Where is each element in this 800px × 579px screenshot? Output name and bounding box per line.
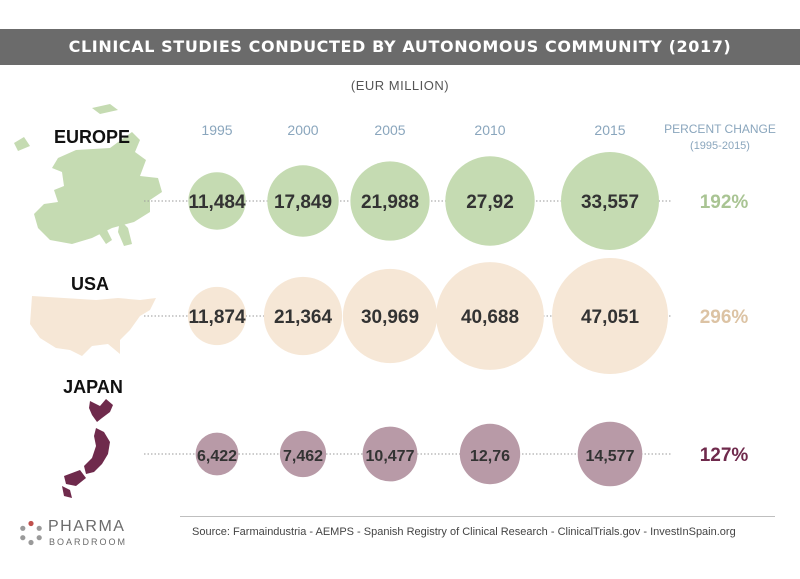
logo-text-boardroom: BOARDROOM <box>49 537 128 547</box>
bubble-chart: EUROPE USA JAPAN 1995 2000 2005 2010 201… <box>14 104 776 498</box>
logo-mark-icon <box>20 520 42 546</box>
region-label-usa: USA <box>71 274 109 294</box>
value-label-usa-1995: 11,874 <box>188 307 245 328</box>
percent-change-usa: 296% <box>700 307 749 328</box>
pharma-boardroom-logo: PHARMA BOARDROOM <box>18 518 168 550</box>
percent-change-period: (1995-2015) <box>690 140 750 152</box>
value-label-usa-2010: 40,688 <box>461 307 519 328</box>
japan-map-icon <box>62 399 113 498</box>
value-label-usa-2005: 30,969 <box>361 307 419 328</box>
region-label-europe: EUROPE <box>54 127 130 147</box>
bubble-japan-1995 <box>195 432 239 476</box>
value-label-japan-2010: 12,76 <box>470 448 510 465</box>
bubble-europe-2010 <box>445 156 535 246</box>
bubble-usa-2010 <box>436 262 544 370</box>
bubble-layer: 11,484 17,849 21,988 27,92 33,557 192% 11,874 2… <box>144 152 749 487</box>
chart-title: CLINICAL STUDIES CONDUCTED BY AUTONOMOUS… <box>68 37 732 56</box>
bubble-europe-2000 <box>267 165 339 237</box>
year-label: 2005 <box>374 122 405 138</box>
value-label-europe-2005: 21,988 <box>361 192 419 213</box>
percent-change-japan: 127% <box>700 445 749 466</box>
logo-text-pharma: PHARMA <box>48 518 126 535</box>
usa-map-icon <box>30 296 156 356</box>
year-label: 1995 <box>201 122 232 138</box>
bubble-europe-2015 <box>561 152 659 250</box>
bubble-japan-2000 <box>279 430 327 478</box>
value-label-usa-2000: 21,364 <box>274 307 333 328</box>
bubble-japan-2015 <box>577 421 643 487</box>
value-label-japan-2000: 7,462 <box>283 448 323 465</box>
bubble-usa-2005 <box>342 268 438 364</box>
europe-map-icon <box>14 104 162 246</box>
bubble-europe-2005 <box>350 161 430 241</box>
value-label-europe-2015: 33,557 <box>581 192 639 213</box>
percent-change-europe: 192% <box>700 192 749 213</box>
year-label: 2015 <box>594 122 625 138</box>
footer-divider <box>180 516 775 517</box>
bubble-usa-1995 <box>187 286 247 346</box>
value-label-japan-1995: 6,422 <box>197 448 237 465</box>
value-label-usa-2015: 47,051 <box>581 307 640 328</box>
year-label: 2010 <box>474 122 505 138</box>
value-label-japan-2005: 10,477 <box>366 448 415 465</box>
value-label-europe-2010: 27,92 <box>466 192 514 213</box>
region-label-japan: JAPAN <box>63 377 123 397</box>
bubble-usa-2000 <box>263 276 343 356</box>
percent-change-header: PERCENT CHANGE <box>664 122 776 136</box>
bubble-europe-1995 <box>188 172 246 230</box>
bubble-usa-2015 <box>552 258 668 374</box>
title-bar: CLINICAL STUDIES CONDUCTED BY AUTONOMOUS… <box>0 29 800 65</box>
source-text: Source: Farmaindustria - AEMPS - Spanish… <box>192 526 736 538</box>
bubble-japan-2010 <box>459 423 521 485</box>
year-label: 2000 <box>287 122 318 138</box>
value-label-europe-2000: 17,849 <box>274 192 332 213</box>
value-label-japan-2015: 14,577 <box>586 448 635 465</box>
value-label-europe-1995: 11,484 <box>188 192 245 213</box>
chart-subtitle: (EUR MILLION) <box>350 78 450 93</box>
bubble-japan-2005 <box>362 426 418 482</box>
